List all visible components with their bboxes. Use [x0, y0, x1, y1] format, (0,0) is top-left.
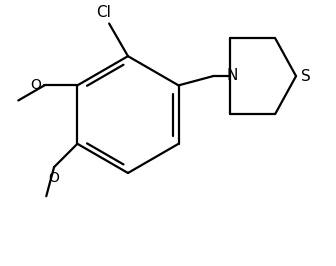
Text: S: S: [301, 69, 310, 84]
Text: O: O: [30, 78, 41, 92]
Text: O: O: [49, 171, 59, 185]
Text: Cl: Cl: [96, 5, 111, 20]
Text: N: N: [226, 68, 238, 83]
